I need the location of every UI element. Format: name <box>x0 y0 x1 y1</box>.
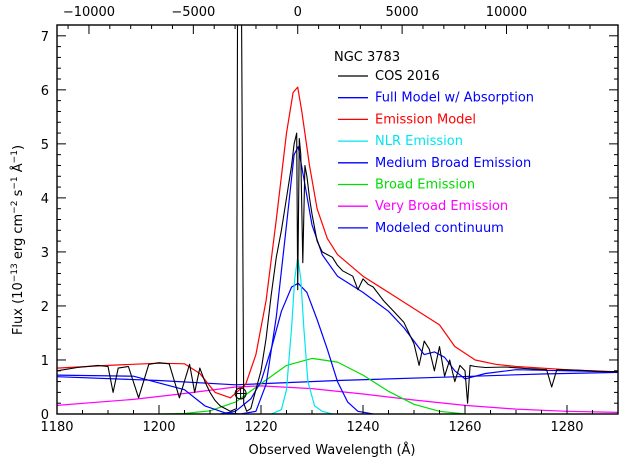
legend-label: Very Broad Emission <box>375 199 508 214</box>
x-tick-label: 1180 <box>40 420 73 435</box>
top-tick-label: −5000 <box>171 5 215 20</box>
y-tick-label: 4 <box>41 192 49 207</box>
x-tick-label: 1280 <box>550 420 583 435</box>
top-tick-label: 0 <box>294 5 302 20</box>
top-tick-label: 5000 <box>386 5 419 20</box>
series-line-1 <box>57 385 618 413</box>
x-tick-label: 1260 <box>448 420 481 435</box>
y-tick-label: 2 <box>41 300 49 315</box>
y-tick-label: 1 <box>41 354 49 369</box>
ylabel-part: Å <box>10 163 26 176</box>
ylabel-part: s <box>11 189 26 200</box>
legend-label: NLR Emission <box>375 134 463 149</box>
x-tick-label: 1220 <box>244 420 277 435</box>
x-tick-label: 1200 <box>142 420 175 435</box>
tick-labels: 1180 1200 1220 1240 1260 1280 0 1 2 3 4 5 6 7 −10000 −5… <box>40 5 583 435</box>
x-tick-label: 1240 <box>346 420 379 435</box>
geocoronal-marker <box>234 387 247 400</box>
series-line-4 <box>270 256 333 414</box>
x-axis-title: Observed Wavelength (Å) <box>249 442 416 458</box>
axis-ticks <box>56 25 619 415</box>
ylabel-part: erg cm <box>11 214 26 263</box>
top-tick-label: −10000 <box>63 5 115 20</box>
y-tick-label: 6 <box>41 84 49 99</box>
y-tick-label: 3 <box>41 246 49 261</box>
ylabel-superscript: −13 <box>10 263 20 282</box>
legend-label: Full Model w/ Absorption <box>375 91 534 106</box>
y-axis-title: Flux (10−13 erg cm−2 s−1 Å−1) <box>10 145 26 335</box>
legend-label: Broad Emission <box>375 178 475 193</box>
chart-title: NGC 3783 <box>334 50 400 65</box>
legend: COS 2016 Full Model w/ Absorption Emission… <box>338 69 534 236</box>
y-tick-label: 0 <box>41 408 49 423</box>
series-line-7 <box>57 25 618 412</box>
ylabel-part: ) <box>11 145 26 150</box>
plot-frame <box>56 24 619 415</box>
legend-label: COS 2016 <box>375 69 440 84</box>
legend-label: Emission Model <box>375 112 476 127</box>
legend-label: Modeled continuum <box>375 221 504 236</box>
top-tick-label: 10000 <box>486 5 527 20</box>
series-line-5 <box>57 86 618 399</box>
series-layer <box>57 25 618 414</box>
y-tick-label: 7 <box>41 30 49 45</box>
y-tick-label: 5 <box>41 138 49 153</box>
ylabel-superscript: −1 <box>10 150 20 163</box>
ylabel-superscript: −1 <box>10 176 20 189</box>
ylabel-part: Flux (10 <box>11 282 26 335</box>
legend-label: Medium Broad Emission <box>375 156 531 171</box>
ylabel-superscript: −2 <box>10 201 20 214</box>
